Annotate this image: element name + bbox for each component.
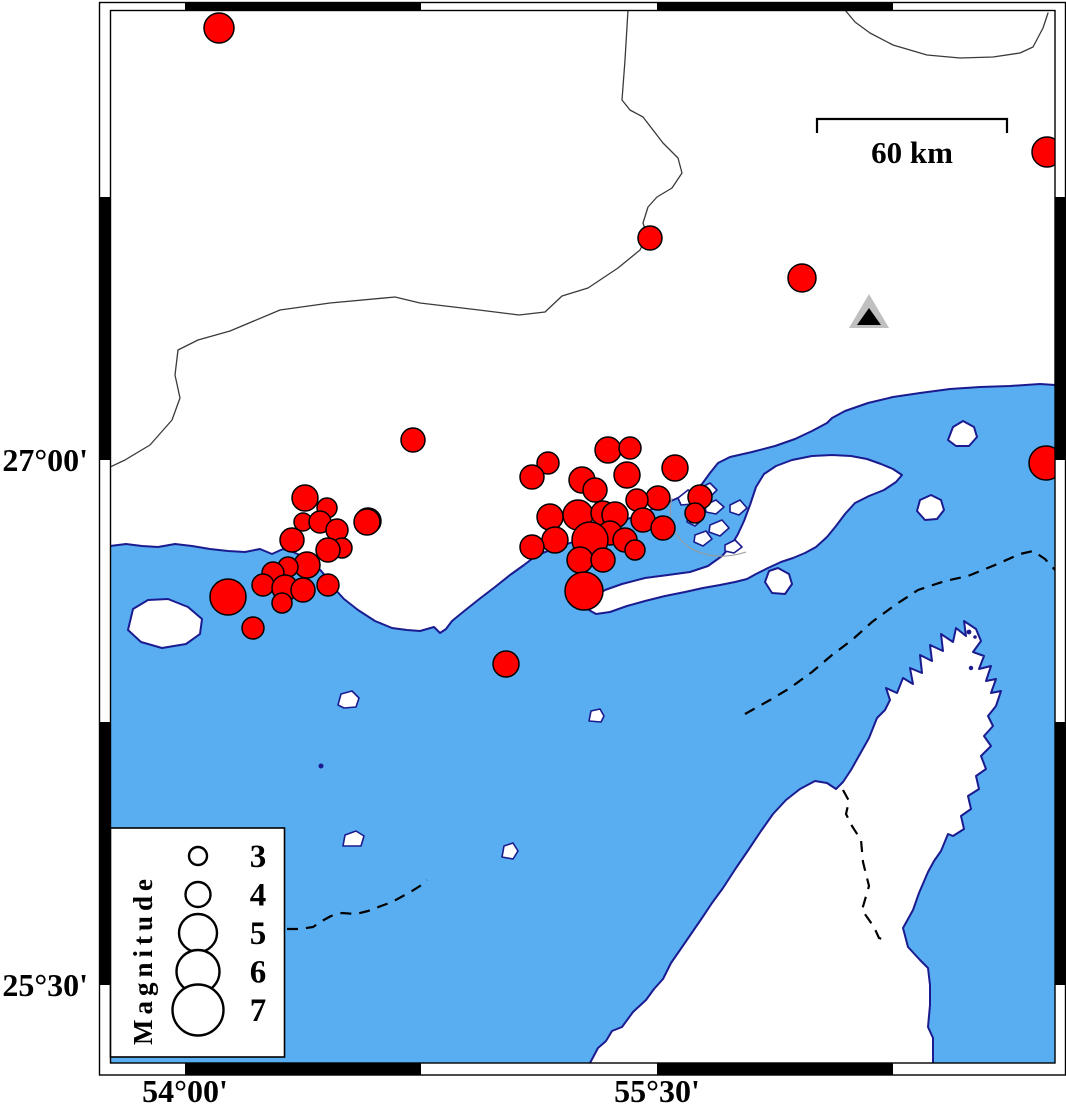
- scale-bar-bracket: [815, 117, 1009, 133]
- legend-magnitude-value: 4: [250, 878, 267, 914]
- station-triangle-marker: [849, 294, 889, 328]
- earthquake-marker: [624, 539, 646, 561]
- lat-label-27-00: 27°00': [2, 442, 88, 478]
- province-boundary-line: [110, 10, 683, 468]
- legend-magnitude-value: 5: [250, 916, 267, 952]
- earthquake-marker: [1028, 445, 1055, 481]
- earthquake-marker: [241, 616, 265, 640]
- earthquake-marker: [400, 427, 426, 453]
- earthquake-marker: [492, 650, 520, 678]
- earthquake-marker: [650, 515, 676, 541]
- lon-label-54-00: 54°00': [142, 1073, 228, 1109]
- maritime-boundary-west: [287, 879, 428, 931]
- earthquake-marker: [290, 577, 316, 603]
- earthquake-marker: [661, 454, 689, 482]
- earthquake-marker: [566, 546, 594, 574]
- musandam-peninsula: [590, 621, 1001, 1063]
- earthquake-marker: [279, 527, 305, 553]
- earthquake-marker: [251, 573, 275, 597]
- earthquake-marker: [787, 263, 817, 293]
- maritime-boundary-east: [744, 549, 1055, 715]
- earthquake-marker: [637, 225, 663, 251]
- earthquake-marker: [315, 537, 341, 563]
- earthquake-markers: [203, 12, 1055, 678]
- earthquake-marker: [590, 547, 616, 573]
- iran-coastline: [110, 383, 1055, 634]
- earthquake-marker: [536, 503, 564, 531]
- islet-speck: [973, 635, 977, 639]
- legend-magnitude-circle: [171, 983, 225, 1037]
- islet-a: [337, 690, 360, 709]
- lon-label-55-30: 55°30': [614, 1073, 700, 1109]
- earthquake-marker: [519, 534, 545, 560]
- legend-magnitude-value: 7: [250, 993, 267, 1029]
- axis-labels: 27°00' 25°30' 54°00' 55°30': [2, 442, 700, 1109]
- earthquake-marker: [203, 12, 235, 44]
- legend-title: Magnitude: [128, 874, 158, 1045]
- islet-speck: [318, 763, 324, 769]
- boundary-curve-topright: [844, 10, 1049, 59]
- larak-island: [916, 494, 945, 521]
- earthquake-marker: [582, 477, 608, 503]
- legend-magnitude-value: 3: [250, 839, 267, 875]
- earthquake-marker: [209, 578, 247, 616]
- legend-magnitude-value: 6: [250, 955, 267, 991]
- land-border-dashed: [842, 789, 889, 943]
- map-frame: [98, 1, 1066, 1076]
- islet-speck: [968, 665, 974, 671]
- scale-bar: 60 km: [815, 117, 1009, 170]
- earthquake-marker: [353, 508, 381, 536]
- earthquake-marker: [316, 573, 340, 597]
- legend-magnitude-circle: [187, 845, 209, 867]
- earthquake-marker: [645, 485, 671, 511]
- lat-label-25-30: 25°30': [2, 967, 88, 1003]
- musandam-coastline: [589, 620, 1002, 1063]
- legend-magnitude-circle: [184, 880, 212, 909]
- earthquake-marker: [291, 484, 319, 512]
- earthquake-marker: [541, 526, 569, 554]
- islet-b: [588, 708, 605, 723]
- coastal-island-ne: [947, 420, 978, 447]
- earthquake-marker: [1031, 136, 1055, 168]
- islet-speck: [966, 629, 972, 635]
- earthquake-marker: [519, 464, 545, 490]
- earthquake-marker: [271, 592, 293, 614]
- earthquake-marker: [684, 502, 706, 524]
- earthquake-marker: [618, 436, 642, 460]
- frame-inner-line: [109, 9, 1056, 1064]
- islet-d: [501, 842, 519, 860]
- island-west: [127, 598, 203, 649]
- islet-c: [342, 830, 365, 847]
- earthquake-marker: [564, 571, 604, 611]
- iran-mainland: [110, 10, 1055, 633]
- hengam-island: [764, 567, 793, 595]
- earthquake-marker: [536, 451, 560, 475]
- earthquake-marker: [613, 461, 641, 489]
- legend-magnitude-circle: [177, 912, 219, 954]
- scale-bar-label: 60 km: [871, 135, 953, 170]
- earthquake-marker: [594, 436, 622, 464]
